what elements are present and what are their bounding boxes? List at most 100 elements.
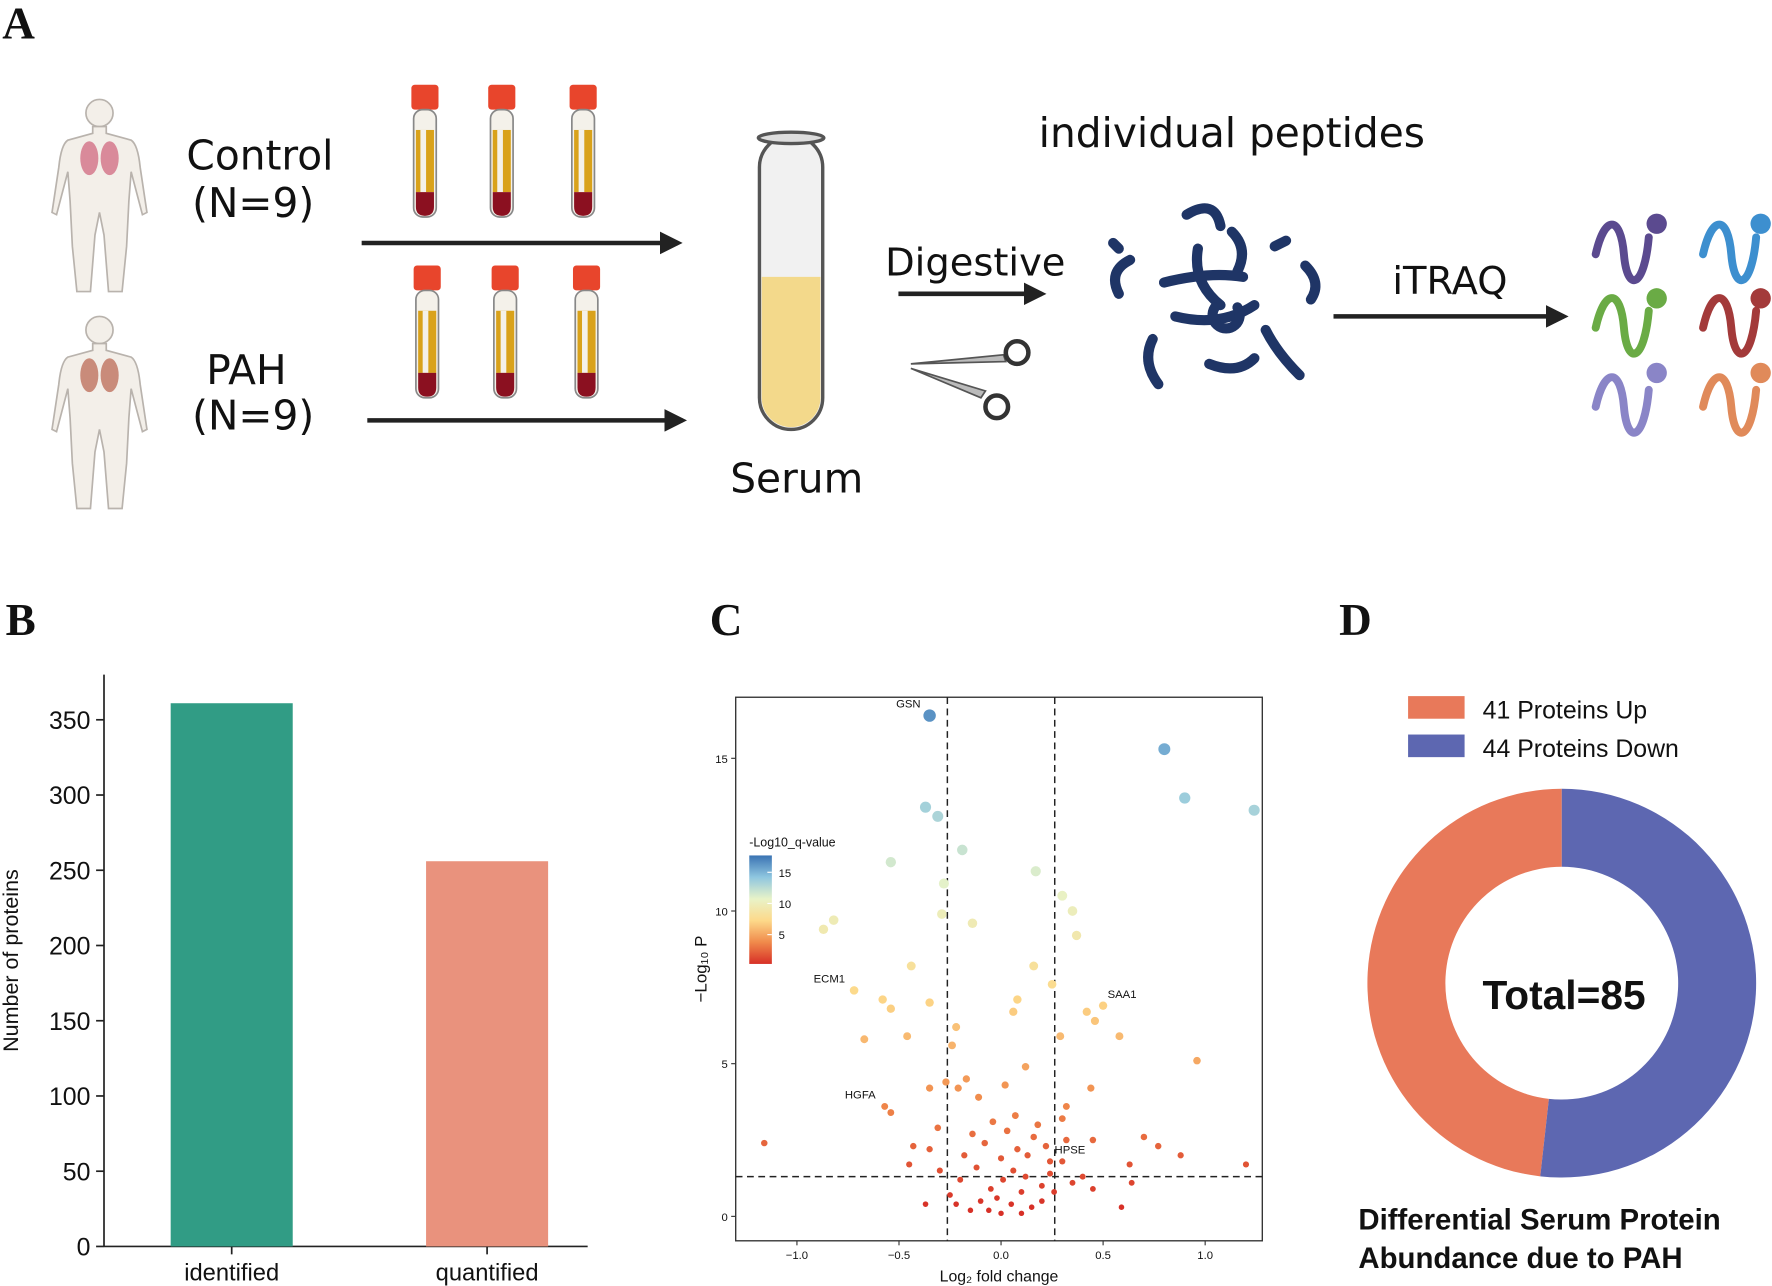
point	[881, 1102, 889, 1110]
point	[1024, 1152, 1031, 1159]
lung	[100, 358, 119, 393]
colorbar	[749, 855, 772, 964]
point	[926, 1084, 934, 1092]
donut-slice	[1540, 788, 1757, 1178]
point	[1021, 1062, 1030, 1071]
point	[1089, 1185, 1096, 1192]
point	[1029, 961, 1039, 971]
y-tick-label: 50	[63, 1158, 91, 1186]
point	[761, 1139, 768, 1147]
point	[1059, 1158, 1066, 1165]
point	[1018, 1189, 1025, 1195]
group-label: Control	[186, 132, 333, 180]
y-axis-label: −Log₁₀ P	[691, 936, 710, 1003]
point	[1014, 1146, 1021, 1153]
point	[1034, 1121, 1042, 1129]
panel-label: C	[710, 595, 743, 645]
point-label: HGFA	[845, 1090, 876, 1102]
legend-swatch	[1408, 734, 1465, 758]
tube-rim	[756, 130, 826, 146]
x-tick-label: 0.0	[993, 1250, 1009, 1262]
point	[1030, 1133, 1037, 1141]
labeled-peptides	[1591, 213, 1771, 437]
point	[1090, 1016, 1100, 1026]
point	[998, 1210, 1004, 1217]
group-size: (N=9)	[192, 391, 314, 439]
point	[1018, 1210, 1025, 1217]
colorbar-tick-label: 10	[779, 899, 792, 911]
point	[1098, 1001, 1108, 1010]
panel-label: D	[1339, 595, 1372, 645]
panel-label: A	[2, 0, 35, 48]
point	[969, 1130, 976, 1138]
point	[1028, 1204, 1035, 1210]
point	[947, 1192, 953, 1198]
colorbar-tick-label: 5	[779, 930, 785, 942]
point	[989, 1118, 997, 1126]
point	[1057, 890, 1068, 901]
point	[1047, 979, 1057, 989]
point	[1140, 1133, 1148, 1141]
point	[919, 801, 932, 813]
y-tick-label: 250	[49, 857, 90, 885]
point	[986, 1207, 992, 1214]
point	[1177, 1152, 1184, 1159]
point	[1158, 743, 1171, 756]
point	[1082, 1007, 1091, 1016]
y-tick-label: 0	[77, 1233, 91, 1261]
point	[1003, 1127, 1011, 1135]
point	[973, 1164, 980, 1171]
point	[1000, 1176, 1007, 1183]
point	[922, 1201, 929, 1207]
point	[981, 1139, 988, 1147]
point	[1069, 1179, 1076, 1186]
y-tick-label: 300	[49, 782, 90, 810]
y-tick-label: 350	[49, 707, 90, 735]
point-label: GSN	[896, 699, 920, 711]
x-tick-label: −1.0	[786, 1250, 808, 1262]
x-tick-label: −0.5	[888, 1250, 910, 1262]
point	[1009, 1007, 1018, 1016]
legend-label: 41 Proteins Up	[1483, 697, 1647, 725]
point	[987, 1185, 994, 1192]
y-axis-label: Number of proteins	[0, 869, 23, 1052]
human-figure	[51, 315, 148, 510]
lung	[80, 141, 99, 176]
colorbar-tick-label: 15	[779, 868, 792, 880]
chart-title: Abundance due to PAH	[1358, 1242, 1682, 1275]
point	[937, 909, 947, 919]
point	[1128, 1179, 1135, 1186]
point	[1179, 792, 1191, 804]
point	[1155, 1142, 1162, 1150]
human-figure	[51, 98, 148, 293]
point	[954, 1084, 962, 1092]
panel-label: B	[6, 595, 36, 645]
x-tick-label: 1.0	[1197, 1250, 1213, 1262]
colorbar-title: -Log10_q-value	[749, 835, 835, 849]
legend-label: 44 Proteins Down	[1483, 735, 1679, 763]
point	[849, 986, 859, 995]
point	[1062, 1102, 1070, 1110]
point-label: SAA1	[1108, 989, 1137, 1001]
point	[932, 810, 944, 822]
group-label: PAH	[206, 346, 286, 394]
bar	[170, 703, 293, 1247]
donut-slice	[1367, 788, 1562, 1177]
point	[903, 1032, 912, 1041]
step-label: Digestive	[885, 241, 1065, 286]
y-tick-label: 10	[715, 907, 728, 919]
plot-frame	[735, 696, 1263, 1242]
point	[887, 1109, 895, 1116]
chart-title: Differential Serum Protein	[1358, 1203, 1720, 1236]
blood-tube	[572, 264, 601, 399]
point	[1063, 1136, 1070, 1144]
point	[975, 1093, 983, 1101]
y-tick-label: 150	[49, 1008, 90, 1036]
point	[886, 1004, 895, 1013]
point	[1067, 906, 1078, 916]
point	[1046, 1158, 1054, 1165]
point	[1010, 1167, 1017, 1174]
point	[878, 995, 887, 1004]
point	[1118, 1204, 1125, 1210]
